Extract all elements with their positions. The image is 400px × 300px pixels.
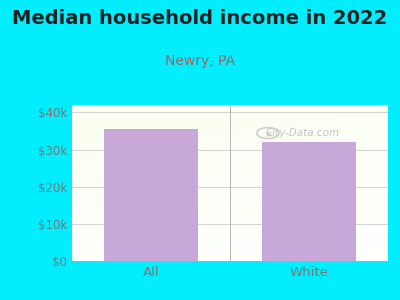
Text: ◼: ◼ bbox=[265, 130, 271, 136]
Bar bbox=[104, 129, 198, 261]
Text: Median household income in 2022: Median household income in 2022 bbox=[12, 9, 388, 28]
Bar bbox=[262, 142, 356, 261]
Text: Newry, PA: Newry, PA bbox=[165, 54, 235, 68]
Text: City-Data.com: City-Data.com bbox=[266, 128, 340, 138]
